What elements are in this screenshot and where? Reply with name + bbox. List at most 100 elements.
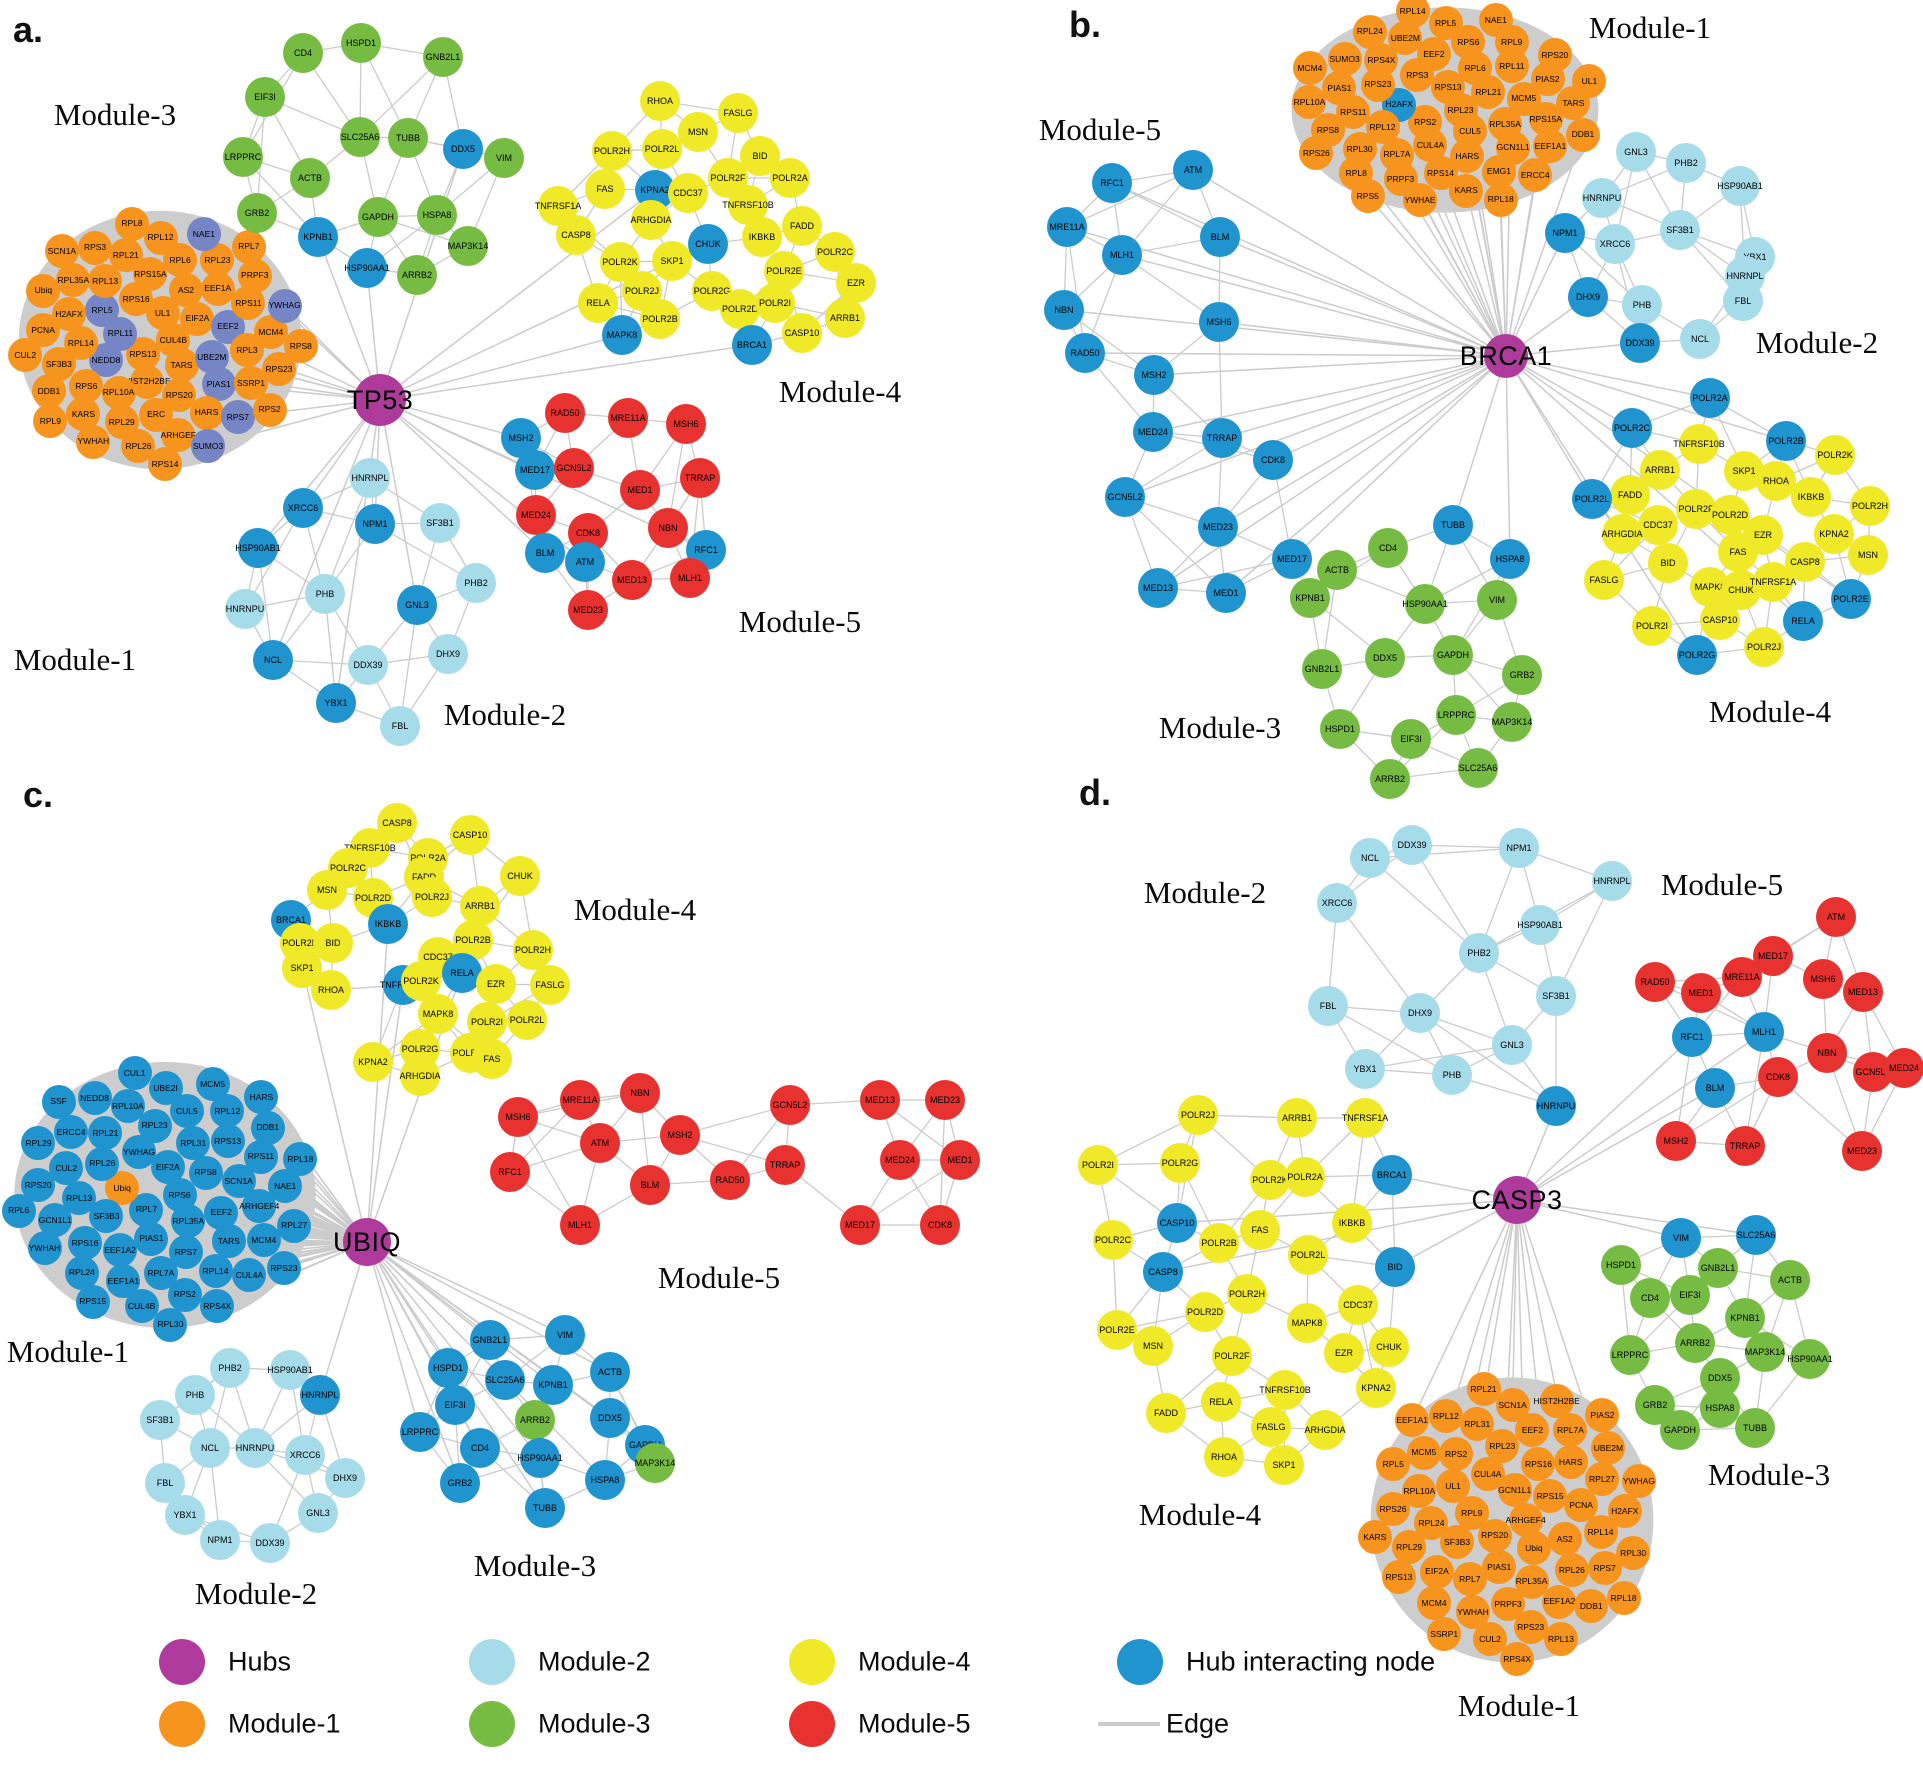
gene-node[interactable]: MAP3K14 <box>1492 702 1532 742</box>
gene-node[interactable]: GCN1L1 <box>38 1202 73 1237</box>
gene-node[interactable]: TUBB <box>388 118 428 158</box>
gene-node[interactable]: EEF1A1 <box>1395 1403 1430 1438</box>
gene-node[interactable]: PHB2 <box>1459 933 1499 973</box>
gene-node[interactable]: RPS13 <box>1431 70 1466 105</box>
gene-node[interactable]: GAPDH <box>1660 1410 1700 1450</box>
gene-node[interactable]: RHOA <box>1204 1437 1244 1477</box>
gene-node[interactable]: EIF3I <box>245 77 285 117</box>
gene-node[interactable]: PHB <box>175 1375 215 1415</box>
gene-node[interactable]: ARHGDIA <box>400 1056 441 1096</box>
gene-node[interactable]: MED24 <box>1884 1048 1923 1088</box>
gene-node[interactable]: POLR2H <box>513 930 553 970</box>
gene-node[interactable]: PIAS2 <box>1585 1398 1620 1433</box>
gene-node[interactable]: GCN5L2 <box>554 448 594 488</box>
gene-node[interactable]: LRPPRC <box>1436 695 1476 735</box>
gene-node[interactable]: CHUK <box>1369 1327 1409 1367</box>
gene-node[interactable]: RFC1 <box>1092 163 1132 203</box>
gene-node[interactable]: RPS13 <box>1381 1560 1416 1595</box>
gene-node[interactable]: POLR2E <box>1831 579 1871 619</box>
gene-node[interactable]: POLR2L <box>1288 1235 1328 1275</box>
gene-node[interactable]: MAPK8 <box>418 994 458 1034</box>
gene-node[interactable]: EEF1A2 <box>1542 1584 1577 1619</box>
gene-node[interactable]: PHB2 <box>1666 143 1706 183</box>
gene-node[interactable]: RFC1 <box>1672 1017 1712 1057</box>
gene-node[interactable]: EZR <box>1324 1333 1364 1373</box>
gene-node[interactable]: BID <box>313 923 353 963</box>
gene-node[interactable]: RPS20 <box>1537 38 1572 73</box>
gene-node[interactable]: KPNA2 <box>1356 1368 1396 1408</box>
gene-node[interactable]: NBN <box>648 508 688 548</box>
gene-node[interactable]: POLR2K <box>1815 435 1855 475</box>
gene-node[interactable]: RPL7A <box>1553 1413 1588 1448</box>
gene-node[interactable]: CDK8 <box>1253 440 1293 480</box>
gene-node[interactable]: CASP10 <box>782 313 822 353</box>
gene-node[interactable]: RPL31 <box>176 1125 211 1160</box>
gene-node[interactable]: RPL27 <box>1585 1461 1620 1496</box>
gene-node[interactable]: ARHGDIA <box>1305 1410 1346 1450</box>
gene-node[interactable]: MED1 <box>940 1140 980 1180</box>
gene-node[interactable]: HNRNPU <box>1582 178 1622 218</box>
gene-node[interactable]: AS2 <box>1547 1522 1582 1556</box>
gene-node[interactable]: HSP90AA1 <box>1402 584 1448 624</box>
gene-node[interactable]: NPM1 <box>1545 213 1585 253</box>
gene-node[interactable]: SSRP1 <box>1427 1617 1462 1652</box>
gene-node[interactable]: BLM <box>630 1165 670 1205</box>
gene-node[interactable]: RPS8 <box>188 1155 223 1190</box>
gene-node[interactable]: KPNB1 <box>533 1365 573 1405</box>
gene-node[interactable]: ATM <box>1816 897 1856 937</box>
gene-node[interactable]: ARRB2 <box>397 255 437 295</box>
gene-node[interactable]: RPS26 <box>1299 136 1334 171</box>
gene-node[interactable]: LRPPRC <box>223 137 263 177</box>
gene-node[interactable]: POLR2D <box>720 289 760 329</box>
gene-node[interactable]: RPL5 <box>1376 1447 1411 1482</box>
gene-node[interactable]: FAS <box>1718 532 1758 572</box>
gene-node[interactable]: FADD <box>1146 1393 1186 1433</box>
gene-node[interactable]: PIAS1 <box>201 367 236 402</box>
gene-node[interactable]: MED13 <box>1138 568 1178 608</box>
gene-node[interactable]: NPM1 <box>200 1520 240 1560</box>
gene-node[interactable]: GNL3 <box>397 585 437 625</box>
gene-node[interactable]: POLR2H <box>592 131 632 171</box>
hub-node[interactable]: TP53 <box>347 374 413 426</box>
gene-node[interactable]: YWHAG <box>1621 1464 1656 1499</box>
gene-node[interactable]: CUL4B <box>124 1289 159 1324</box>
gene-node[interactable]: SF3B1 <box>420 503 460 543</box>
gene-node[interactable]: KARS <box>1357 1519 1392 1554</box>
gene-node[interactable]: MAP3K14 <box>635 1443 675 1483</box>
gene-node[interactable]: RPL29 <box>21 1126 56 1161</box>
gene-node[interactable]: NAE1 <box>268 1169 303 1204</box>
gene-node[interactable]: MCM5 <box>1406 1435 1441 1470</box>
gene-node[interactable]: CUL2 <box>49 1150 84 1185</box>
gene-node[interactable]: BID <box>1648 543 1688 583</box>
gene-node[interactable]: POLR2I <box>1632 606 1672 646</box>
gene-node[interactable]: HSPD1 <box>341 23 381 63</box>
gene-node[interactable]: POLR2J <box>412 877 452 917</box>
gene-node[interactable]: MSN <box>307 870 347 910</box>
gene-node[interactable]: MED1 <box>1681 973 1721 1013</box>
gene-node[interactable]: GAPDH <box>358 197 398 237</box>
gene-node[interactable]: UBE2I <box>148 1070 183 1105</box>
gene-node[interactable]: RPL5 <box>85 292 120 327</box>
gene-node[interactable]: DDX5 <box>443 129 483 169</box>
gene-node[interactable]: MSH2 <box>1134 355 1174 395</box>
gene-node[interactable]: FASLG <box>1584 560 1624 600</box>
gene-node[interactable]: DDB1 <box>250 1110 285 1145</box>
gene-node[interactable]: RPL14 <box>198 1254 233 1289</box>
gene-node[interactable]: EIF3I <box>435 1385 475 1425</box>
gene-node[interactable]: GCN5L2 <box>770 1085 810 1125</box>
gene-node[interactable]: MCM4 <box>1292 51 1327 86</box>
gene-node[interactable]: SLC25A6 <box>485 1360 525 1400</box>
gene-node[interactable]: ACTB <box>1770 1260 1810 1300</box>
gene-node[interactable]: YBX1 <box>1345 1049 1385 1089</box>
gene-node[interactable]: NPM1 <box>355 504 395 544</box>
gene-node[interactable]: GNB2L1 <box>423 37 463 77</box>
gene-node[interactable]: RAD50 <box>545 393 585 433</box>
gene-node[interactable]: GCN5L2 <box>1105 477 1145 517</box>
gene-node[interactable]: BRCA1 <box>1372 1155 1412 1195</box>
gene-node[interactable]: FADD <box>1610 475 1650 515</box>
gene-node[interactable]: MED17 <box>840 1205 880 1245</box>
gene-node[interactable]: CDC37 <box>1338 1285 1378 1325</box>
hub-node[interactable]: UBIQ <box>333 1218 401 1266</box>
gene-node[interactable]: ACTB <box>290 158 330 198</box>
gene-node[interactable]: GRB2 <box>1502 655 1542 695</box>
